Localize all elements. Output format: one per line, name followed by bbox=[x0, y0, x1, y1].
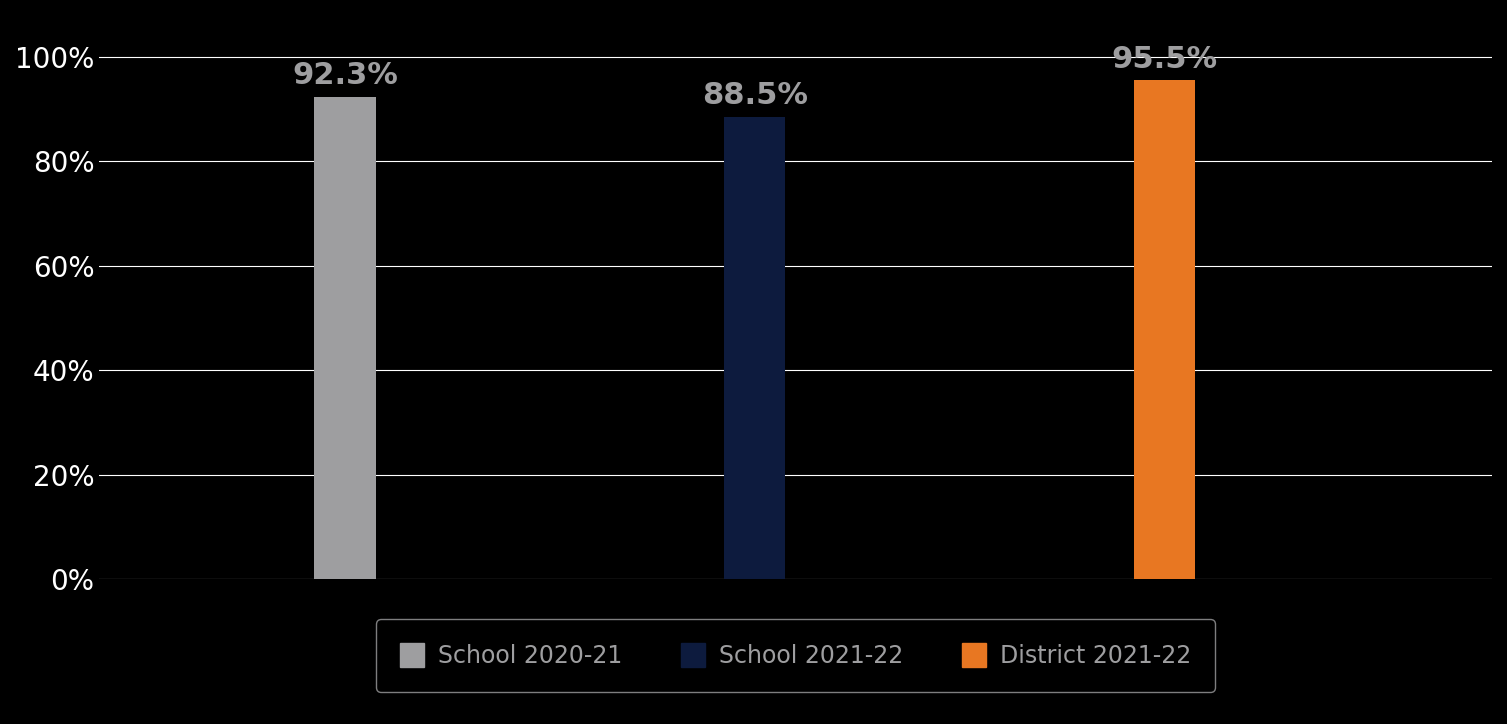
Bar bbox=[723, 117, 785, 579]
Bar bbox=[315, 97, 375, 579]
Text: 92.3%: 92.3% bbox=[292, 62, 398, 90]
Bar bbox=[1133, 80, 1195, 579]
Text: 88.5%: 88.5% bbox=[702, 81, 808, 110]
Text: 95.5%: 95.5% bbox=[1111, 44, 1218, 74]
Legend: School 2020-21, School 2021-22, District 2021-22: School 2020-21, School 2021-22, District… bbox=[377, 619, 1215, 691]
